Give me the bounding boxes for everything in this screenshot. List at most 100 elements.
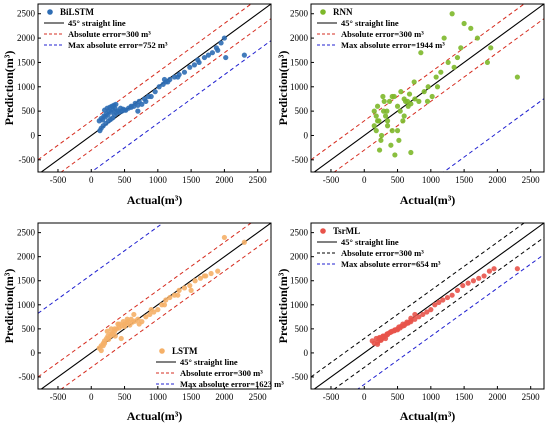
legend-marker [320, 9, 326, 15]
data-point [411, 79, 417, 85]
y-tick-label: 2500 [290, 9, 309, 19]
data-point [420, 311, 426, 318]
plot-area [38, 4, 271, 172]
legend-label: TsrML [333, 226, 360, 236]
data-point [401, 96, 407, 102]
data-point [481, 273, 487, 279]
x-tick-label: 2000 [215, 392, 234, 402]
data-point [124, 316, 130, 322]
data-point [461, 20, 467, 27]
x-tick-label: 0 [89, 175, 94, 185]
data-point [374, 341, 381, 347]
legend-marker [159, 348, 165, 354]
y-tick-label: 2000 [290, 33, 309, 43]
data-point [201, 54, 208, 61]
data-point [165, 79, 171, 85]
data-point [135, 316, 141, 322]
data-point [100, 343, 106, 349]
legend-label: LSTM [172, 346, 198, 356]
x-tick-label: 500 [391, 392, 405, 402]
data-point [143, 314, 149, 320]
data-point [434, 84, 441, 90]
data-point [386, 98, 393, 104]
data-point [418, 50, 424, 56]
data-point [223, 54, 229, 61]
data-point [205, 52, 212, 58]
data-point [209, 50, 216, 56]
chart-panel-4: -500 0 500 1000 1500 2000 2500 -500 0 500 1000 1500… [276, 222, 545, 423]
plot-area [311, 4, 544, 172]
data-point [408, 315, 414, 321]
legend-label: Absolute error=300 m³ [68, 29, 151, 39]
data-point [458, 45, 464, 51]
data-point [428, 307, 434, 313]
data-point [128, 103, 134, 109]
data-point [444, 294, 451, 301]
legend-label: 45° straight line [68, 18, 126, 28]
data-point [167, 294, 173, 301]
y-axis-title: Prediction(m³) [276, 269, 290, 344]
data-point [488, 45, 494, 51]
data-point [163, 297, 169, 303]
data-point [391, 93, 397, 100]
x-tick-label: 500 [391, 175, 405, 185]
data-point [388, 329, 394, 335]
data-point [155, 307, 161, 313]
data-point [136, 98, 142, 104]
data-point [425, 84, 431, 90]
y-axis-title: Prediction(m³) [2, 51, 16, 126]
y-tick-label: 0 [304, 130, 309, 140]
data-point [208, 270, 214, 277]
abs-error-line-upper [311, 4, 525, 161]
plot-frame [310, 3, 545, 173]
data-point [451, 64, 457, 70]
data-point [397, 108, 403, 114]
data-point [221, 35, 227, 41]
x-tick-label: 0 [362, 392, 367, 402]
data-point [175, 292, 181, 298]
y-tick-label: 1000 [17, 300, 36, 310]
data-point [514, 74, 520, 80]
data-point [132, 100, 138, 106]
y-tick-label: 1000 [290, 300, 309, 310]
data-point [392, 152, 398, 158]
x-axis-title: Actual(m³) [127, 193, 183, 207]
abs-error-line-lower [60, 237, 271, 389]
data-point [201, 273, 208, 279]
data-point [104, 328, 110, 334]
data-point [187, 282, 193, 289]
x-tick-label: 1000 [422, 392, 441, 402]
data-point [394, 103, 401, 109]
data-point [416, 314, 422, 320]
data-point [401, 113, 407, 119]
data-point [449, 292, 455, 298]
y-tick-label: 2500 [17, 228, 36, 238]
legend-label: Absolute error=300 m³ [341, 248, 424, 258]
data-point [460, 282, 466, 289]
x-tick-label: -500 [50, 175, 67, 185]
data-point [436, 299, 442, 305]
diagonal-line [40, 223, 271, 389]
data-point [412, 316, 418, 322]
data-point [416, 98, 422, 104]
data-point [433, 74, 439, 80]
y-tick-label: 1500 [17, 276, 36, 286]
max-error-line-lower [357, 254, 544, 389]
max-error-line-lower [90, 40, 271, 172]
x-tick-label: -500 [323, 392, 340, 402]
data-point [406, 91, 413, 97]
abs-error-line-upper [38, 223, 252, 378]
x-tick-label: 0 [89, 392, 94, 402]
data-point [113, 101, 119, 107]
data-point [191, 62, 198, 68]
data-point [412, 96, 418, 102]
data-point [400, 321, 406, 327]
data-point [384, 108, 390, 114]
x-tick-label: 500 [118, 175, 132, 185]
data-point [112, 333, 118, 339]
abs-error-line-upper [38, 4, 252, 161]
data-point [108, 331, 114, 337]
